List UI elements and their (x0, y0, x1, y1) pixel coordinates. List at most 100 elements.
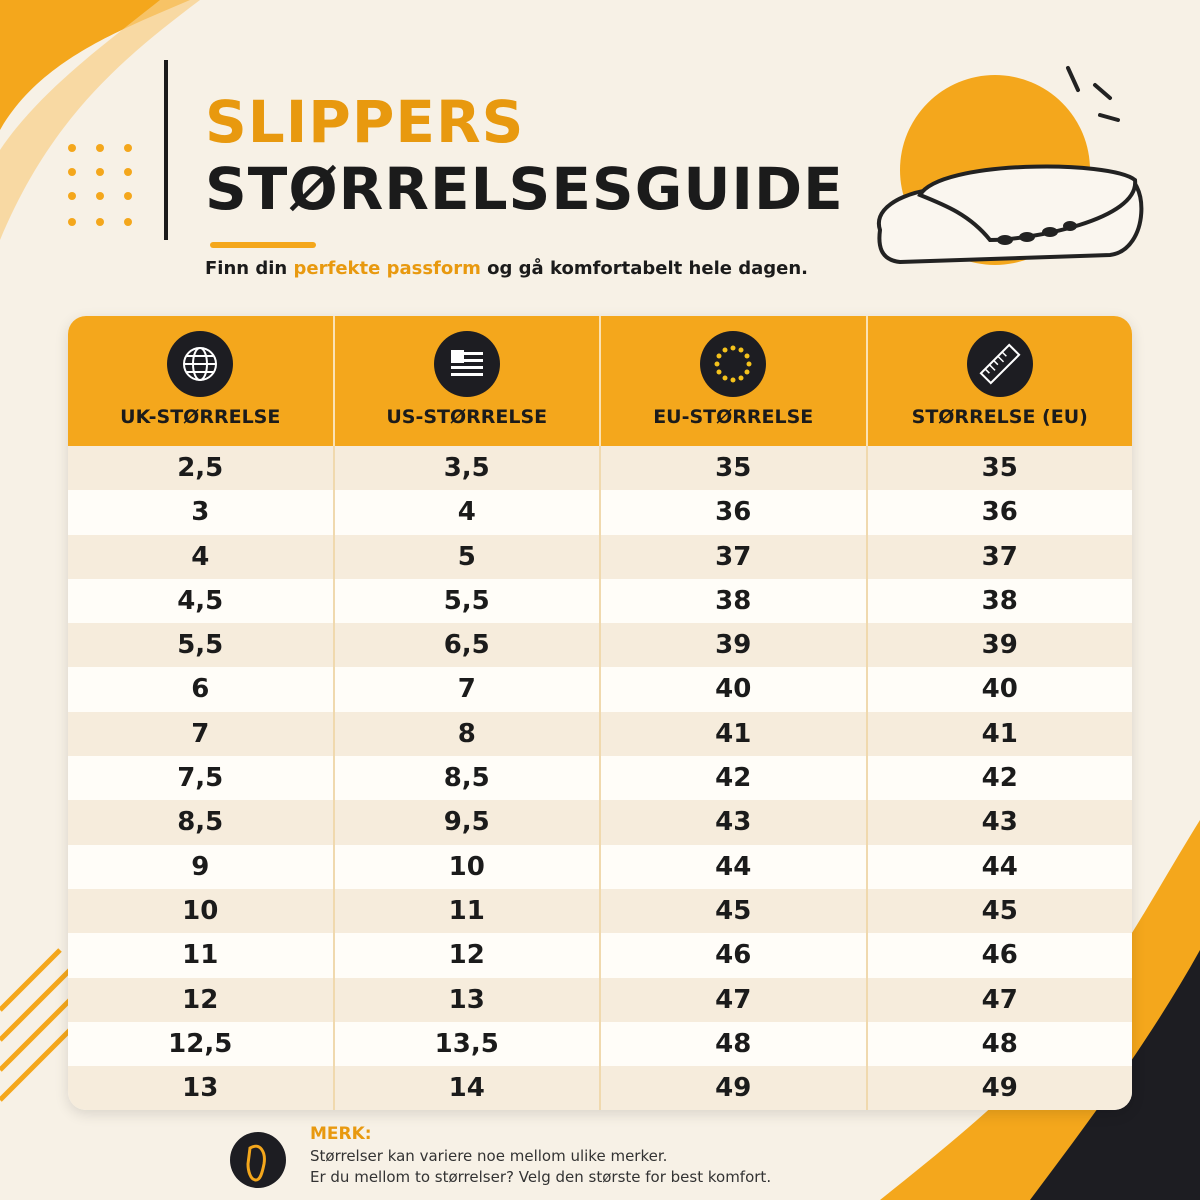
table-cell: 42 (981, 763, 1018, 794)
table-cell: 41 (981, 718, 1018, 749)
table-cell: 7,5 (68, 756, 335, 801)
table-cell: 43 (601, 800, 868, 845)
table-row: 4,5 5,5 38 38 (68, 578, 1132, 624)
table-cell: 47 (601, 977, 868, 1022)
table-cell: 4,5 (68, 578, 335, 624)
table-row: 6 7 40 40 (68, 667, 1132, 712)
table-row: 2,5 3,5 35 35 (68, 446, 1132, 491)
table-cell: 6,5 (335, 623, 601, 668)
table-cell: 7 (335, 667, 601, 712)
header-cell: UK-STØRRELSE (68, 316, 335, 446)
table-cell: 4 (335, 490, 601, 535)
table-cell: 10 (68, 888, 335, 934)
table-cell: 5 (335, 534, 601, 579)
header-cell: US-STØRRELSE (335, 316, 601, 446)
table-row: 5,5 6,5 39 39 (68, 623, 1132, 668)
subtitle-highlight: perfekte passform (293, 258, 481, 279)
table-cell: 7 (68, 711, 335, 757)
table-cell: 5,5 (335, 578, 601, 624)
column-header: STØRRELSE (EU) (911, 406, 1088, 428)
column-header: UK-STØRRELSE (120, 406, 281, 428)
table-cell: 44 (601, 844, 868, 889)
table-cell: 48 (601, 1021, 868, 1067)
subtitle-start: Finn din (205, 258, 288, 279)
table-cell: 8,5 (68, 800, 335, 845)
table-cell: 38 (981, 585, 1018, 616)
table-cell: 3,5 (335, 446, 601, 491)
header-cell: STØRRELSE (EU) (868, 316, 1133, 446)
table-cell: 36 (981, 497, 1018, 528)
table-cell: 8 (335, 711, 601, 757)
subtitle: Finn din perfekte passform og gå komfort… (205, 258, 808, 279)
table-cell: 49 (601, 1066, 868, 1110)
table-cell: 42 (601, 756, 868, 801)
table-row: 11 12 46 46 (68, 933, 1132, 978)
column-icon (700, 331, 767, 397)
table-cell: 6 (68, 667, 335, 712)
table-row: 7 8 41 41 (68, 711, 1132, 757)
table-cell: 48 (981, 1028, 1018, 1059)
table-cell: 39 (601, 623, 868, 668)
table-row: 8,5 9,5 43 43 (68, 800, 1132, 845)
table-cell: 46 (981, 940, 1018, 971)
table-cell: 5,5 (68, 623, 335, 668)
table-cell: 13 (68, 1066, 335, 1110)
table-cell: 11 (335, 888, 601, 934)
table-cell: 45 (601, 888, 868, 934)
table-cell: 36 (601, 490, 868, 535)
table-cell: 37 (601, 534, 868, 579)
table-cell: 40 (981, 674, 1018, 705)
title-line2: STØRRELSESGUIDE (205, 155, 844, 223)
table-cell: 13 (335, 977, 601, 1022)
column-header: US-STØRRELSE (386, 406, 548, 428)
table-cell: 45 (981, 895, 1018, 926)
table-row: 4 5 37 37 (68, 534, 1132, 579)
table-cell: 12 (68, 977, 335, 1022)
table-cell: 37 (981, 541, 1018, 572)
table-cell: 43 (981, 807, 1018, 838)
table-cell: 39 (981, 630, 1018, 661)
table-cell: 46 (601, 933, 868, 978)
table-cell: 3 (68, 490, 335, 535)
table-body: 2,5 3,5 35 35 3 4 36 36 4 5 37 37 4,5 5,5 38 38 5,5 6,5 39… (68, 446, 1132, 1110)
subtitle-end: og gå komfortabelt hele dagen. (487, 258, 808, 279)
table-row: 12 13 47 47 (68, 977, 1132, 1022)
table-cell: 49 (981, 1073, 1018, 1104)
table-row: 3 4 36 36 (68, 490, 1132, 535)
title-line1: SLIPPERS (205, 88, 525, 156)
column-icon (966, 331, 1033, 397)
note-line: Er du mellom to størrelser? Velg den stø… (310, 1168, 772, 1186)
table-cell: 9,5 (335, 800, 601, 845)
column-header: EU-STØRRELSE (653, 406, 814, 428)
table-cell: 4 (68, 534, 335, 579)
column-icon (433, 331, 500, 397)
table-header: UK-STØRRELSE US-STØRRELSE EU-STØRRELSE STØR… (68, 316, 1132, 446)
header-cell: EU-STØRRELSE (601, 316, 868, 446)
table-cell: 35 (601, 446, 868, 491)
table-cell: 12 (335, 933, 601, 978)
table-cell: 41 (601, 711, 868, 757)
table-cell: 8,5 (335, 756, 601, 801)
table-cell: 13,5 (335, 1021, 601, 1067)
table-cell: 12,5 (68, 1021, 335, 1067)
table-cell: 35 (981, 453, 1018, 483)
note-line: Størrelser kan variere noe mellom ulike … (310, 1147, 668, 1165)
table-cell: 11 (68, 933, 335, 978)
table-cell: 10 (335, 844, 601, 889)
table-row: 9 10 44 44 (68, 844, 1132, 889)
table-row: 10 11 45 45 (68, 888, 1132, 934)
column-icon (167, 331, 234, 397)
table-cell: 47 (981, 984, 1018, 1015)
table-cell: 9 (68, 844, 335, 889)
table-cell: 40 (601, 667, 868, 712)
table-cell: 44 (981, 851, 1018, 882)
table-cell: 38 (601, 578, 868, 624)
table-row: 7,5 8,5 42 42 (68, 756, 1132, 801)
table-row: 12,5 13,5 48 48 (68, 1021, 1132, 1067)
table-cell: 14 (335, 1066, 601, 1110)
note-title: MERK: (310, 1124, 372, 1144)
size-table: UK-STØRRELSE US-STØRRELSE EU-STØRRELSE STØR… (68, 316, 1132, 1110)
table-row: 13 14 49 49 (68, 1066, 1132, 1110)
table-cell: 2,5 (68, 446, 335, 491)
